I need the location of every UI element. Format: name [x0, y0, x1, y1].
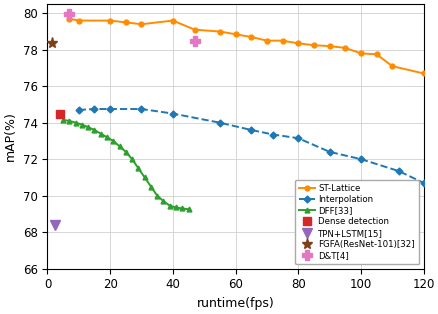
ST-Lattice [170, 19, 175, 23]
DFF[33] [160, 199, 166, 203]
DFF[33] [60, 118, 66, 122]
DFF[33] [129, 157, 134, 161]
DFF[33] [154, 194, 159, 198]
ST-Lattice [192, 28, 197, 32]
Interpolation [357, 157, 363, 161]
DFF[33] [135, 166, 141, 170]
ST-Lattice [326, 44, 332, 48]
DFF[33] [104, 135, 110, 139]
DFF[33] [98, 132, 103, 136]
ST-Lattice [67, 17, 72, 21]
Line: DFF[33]: DFF[33] [60, 117, 191, 212]
ST-Lattice [373, 52, 378, 56]
ST-Lattice [279, 39, 285, 42]
ST-Lattice [420, 72, 425, 75]
ST-Lattice [342, 46, 347, 50]
ST-Lattice [233, 32, 238, 36]
Line: Interpolation: Interpolation [76, 106, 425, 185]
X-axis label: runtime(fps): runtime(fps) [196, 297, 274, 310]
DFF[33] [123, 150, 128, 154]
DFF[33] [92, 128, 97, 132]
DFF[33] [185, 208, 191, 211]
Interpolation [217, 121, 222, 125]
Y-axis label: mAP(%): mAP(%) [4, 111, 17, 161]
DFF[33] [73, 121, 78, 125]
DFF[33] [67, 119, 72, 123]
Interpolation [138, 107, 144, 111]
Interpolation [295, 136, 300, 140]
Interpolation [76, 108, 81, 112]
ST-Lattice [264, 39, 269, 42]
Interpolation [248, 128, 253, 132]
Legend: ST-Lattice, Interpolation, DFF[33], Dense detection, TPN+LSTM[15], FGFA(ResNet-1: ST-Lattice, Interpolation, DFF[33], Dens… [294, 180, 418, 264]
Interpolation [326, 150, 332, 154]
ST-Lattice [76, 19, 81, 23]
ST-Lattice [138, 22, 144, 26]
ST-Lattice [357, 51, 363, 55]
DFF[33] [79, 123, 85, 127]
ST-Lattice [295, 41, 300, 45]
ST-Lattice [248, 35, 253, 39]
Interpolation [170, 112, 175, 116]
ST-Lattice [311, 43, 316, 47]
DFF[33] [141, 176, 147, 179]
Interpolation [107, 107, 113, 111]
Interpolation [92, 107, 97, 111]
DFF[33] [173, 206, 178, 209]
DFF[33] [167, 204, 172, 208]
ST-Lattice [217, 30, 222, 33]
Interpolation [395, 169, 400, 173]
DFF[33] [117, 144, 122, 148]
Interpolation [270, 133, 275, 136]
Line: ST-Lattice: ST-Lattice [67, 16, 425, 76]
DFF[33] [85, 125, 91, 129]
ST-Lattice [123, 20, 128, 24]
ST-Lattice [389, 64, 394, 68]
DFF[33] [110, 139, 116, 143]
ST-Lattice [107, 19, 113, 23]
Interpolation [420, 181, 425, 185]
DFF[33] [148, 185, 153, 188]
DFF[33] [179, 207, 184, 210]
